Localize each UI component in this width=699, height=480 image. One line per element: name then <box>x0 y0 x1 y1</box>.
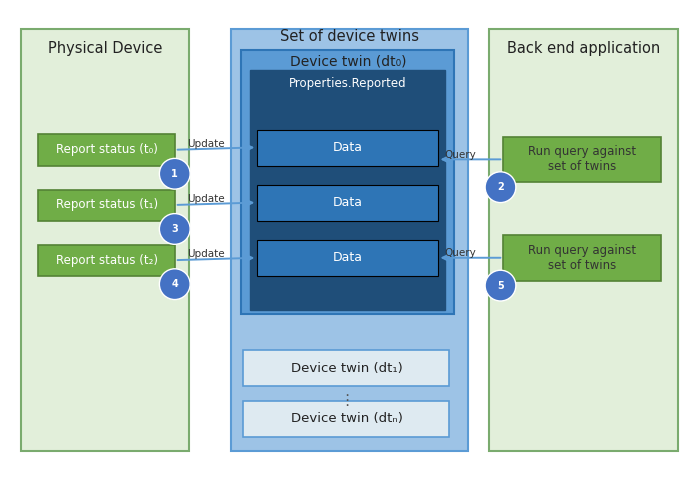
Text: 1: 1 <box>171 169 178 179</box>
Text: Data: Data <box>333 251 362 264</box>
Text: ⋮: ⋮ <box>339 393 354 408</box>
Text: Device twin (dt₁): Device twin (dt₁) <box>291 361 403 375</box>
Bar <box>257 130 438 166</box>
Bar <box>243 350 449 386</box>
Text: Data: Data <box>333 141 362 154</box>
Bar <box>503 137 661 182</box>
Text: Device twin (dtₙ): Device twin (dtₙ) <box>291 412 403 425</box>
Bar <box>243 401 449 437</box>
Ellipse shape <box>485 270 516 301</box>
Text: 4: 4 <box>171 279 178 289</box>
Bar <box>231 29 468 451</box>
Text: Device twin (dt₀): Device twin (dt₀) <box>290 54 406 69</box>
Text: Properties.Reported: Properties.Reported <box>289 77 406 91</box>
Text: 5: 5 <box>497 281 504 290</box>
Bar <box>250 70 445 310</box>
Ellipse shape <box>159 158 190 189</box>
Text: 2: 2 <box>497 182 504 192</box>
Bar <box>21 29 189 451</box>
Text: Back end application: Back end application <box>507 40 661 56</box>
Text: Update: Update <box>187 194 225 204</box>
Bar <box>503 235 661 281</box>
Text: Set of device twins: Set of device twins <box>280 29 419 44</box>
Text: Update: Update <box>187 250 225 259</box>
Text: Query: Query <box>444 248 476 258</box>
Bar <box>257 240 438 276</box>
Text: Query: Query <box>444 150 476 159</box>
Ellipse shape <box>159 214 190 244</box>
Text: Run query against
set of twins: Run query against set of twins <box>528 244 636 272</box>
Bar <box>38 245 175 276</box>
Text: 3: 3 <box>171 224 178 234</box>
Text: Update: Update <box>187 139 225 149</box>
Ellipse shape <box>159 269 190 300</box>
Text: Report status (t₂): Report status (t₂) <box>56 253 158 267</box>
Bar <box>38 134 175 166</box>
Text: Report status (t₁): Report status (t₁) <box>56 198 158 212</box>
Bar <box>38 190 175 221</box>
Ellipse shape <box>485 172 516 203</box>
Text: Report status (t₀): Report status (t₀) <box>56 143 158 156</box>
Text: Run query against
set of twins: Run query against set of twins <box>528 145 636 173</box>
Text: Data: Data <box>333 196 362 209</box>
Bar <box>241 50 454 314</box>
Text: Physical Device: Physical Device <box>48 40 162 56</box>
Bar <box>257 185 438 221</box>
Bar <box>489 29 678 451</box>
